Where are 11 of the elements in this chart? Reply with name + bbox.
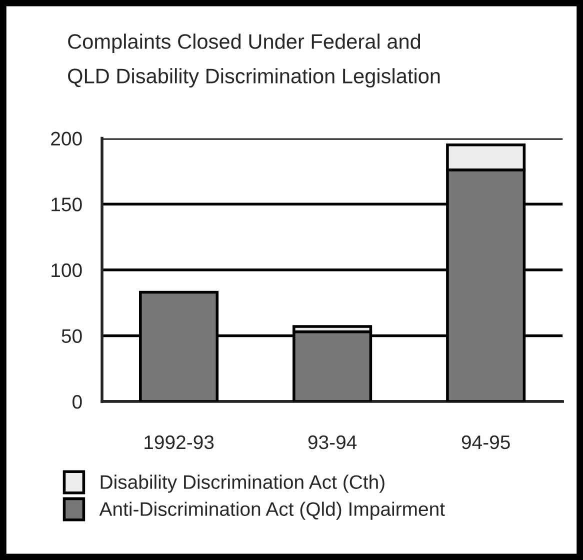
legend-label: Anti-Discrimination Act (Qld) Impairment xyxy=(99,502,445,520)
y-tick-label: 0 xyxy=(72,394,82,409)
legend-label: Disability Discrimination Act (Cth) xyxy=(100,474,384,493)
x-tick-label: 1992-93 xyxy=(144,435,214,450)
y-tick-label: 50 xyxy=(62,329,82,343)
y-tick-label: 100 xyxy=(52,263,82,278)
x-tick-label: 93-94 xyxy=(308,435,357,450)
x-tick-label: 94-95 xyxy=(462,435,510,450)
y-tick-label: 200 xyxy=(51,132,82,146)
y-tick-label: 150 xyxy=(52,198,82,212)
chart-title: Complaints Closed Under Federal and QLD Disability Discrimination Legislation xyxy=(68,34,440,88)
